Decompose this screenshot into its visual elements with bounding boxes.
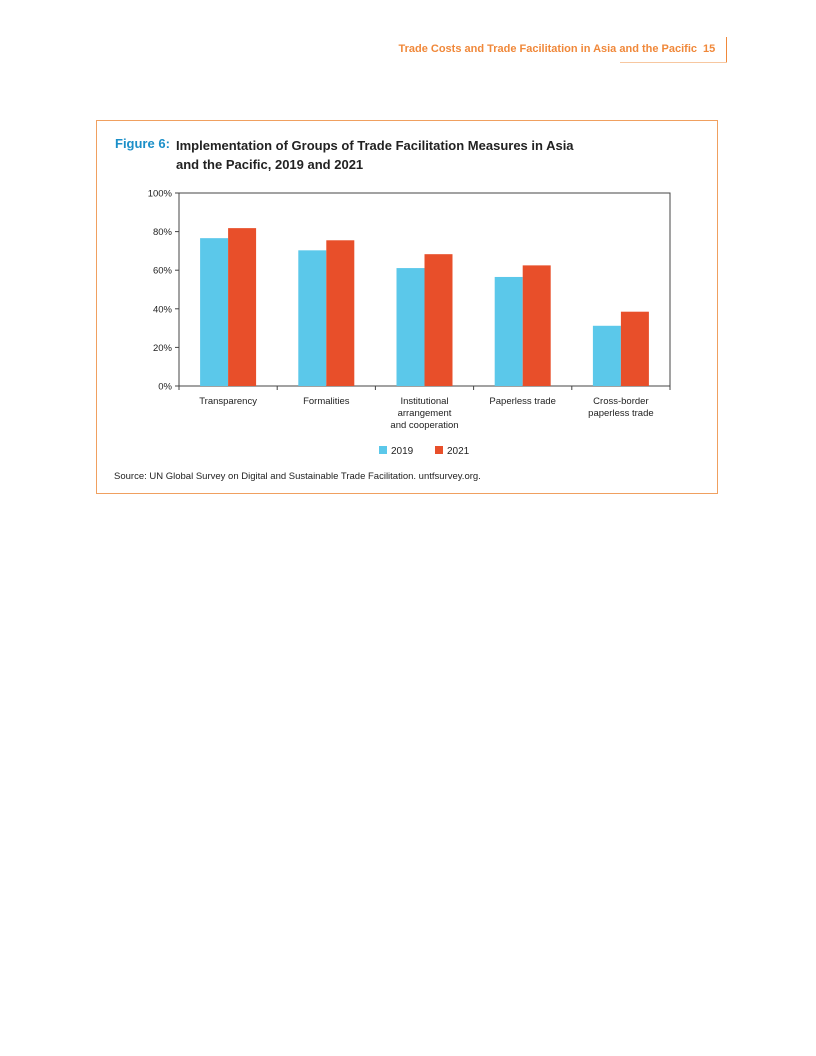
y-tick-label: 40% (153, 304, 173, 315)
legend-swatch-2021 (435, 446, 443, 454)
x-tick-label: Paperless trade (489, 396, 556, 407)
figure-box: Figure 6: Implementation of Groups of Tr… (96, 120, 718, 494)
page-number: 15 (703, 43, 716, 55)
y-tick-label: 80% (153, 227, 173, 238)
bar-2021 (424, 254, 453, 386)
x-tick-label: Cross-border (593, 396, 648, 407)
running-head-title: Trade Costs and Trade Facilitation in As… (398, 43, 697, 55)
x-tick-label: paperless trade (588, 408, 653, 419)
legend-label-2021: 2021 (447, 446, 470, 457)
y-tick-label: 60% (153, 266, 173, 277)
x-tick-label: Transparency (199, 396, 257, 407)
bar-chart: 0% 20% 40% 60% 80% 100% Transparency Formalitie… (148, 189, 671, 457)
x-tick-label: Formalities (303, 396, 350, 407)
legend-swatch-2019 (379, 446, 387, 454)
x-tick-label: and cooperation (390, 420, 458, 431)
header-rule-vertical (726, 37, 727, 63)
figure-source: Source: UN Global Survey on Digital and … (114, 471, 481, 482)
y-tick-label: 20% (153, 343, 173, 354)
bar-2021 (326, 240, 355, 386)
legend-label-2019: 2019 (391, 446, 414, 457)
bar-2019 (200, 238, 229, 386)
figure-label: Figure 6: (115, 136, 170, 151)
bar-2019 (494, 276, 523, 386)
x-tick-label: Institutional (400, 396, 448, 407)
y-tick-label: 100% (148, 189, 173, 200)
bar-2021 (620, 311, 649, 386)
x-tick-label: arrangement (398, 408, 452, 419)
bar-2021 (228, 228, 257, 386)
y-tick-label: 0% (158, 382, 172, 393)
header-rule-horizontal (620, 62, 727, 63)
bar-2019 (298, 250, 327, 386)
bar-2019 (592, 325, 621, 386)
figure-title: Implementation of Groups of Trade Facili… (176, 138, 574, 172)
bar-2019 (396, 268, 425, 386)
bar-2021 (522, 265, 551, 386)
